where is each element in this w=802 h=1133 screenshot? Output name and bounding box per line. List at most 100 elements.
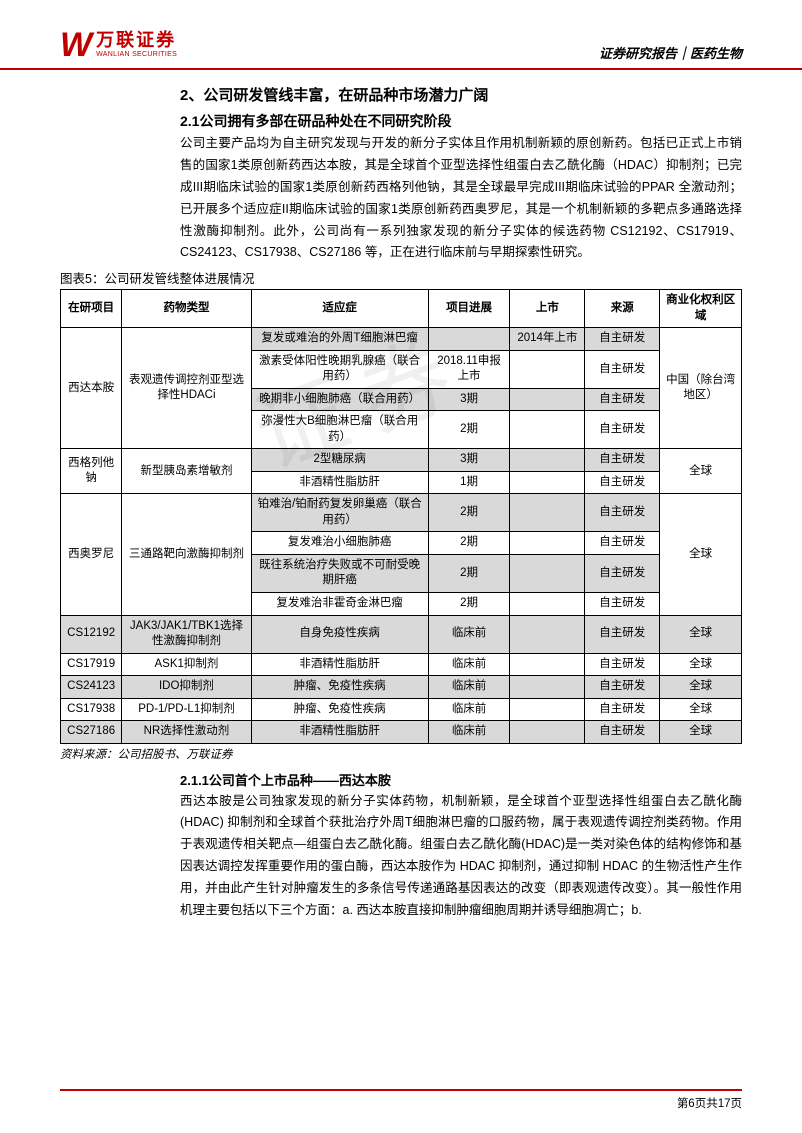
table-cell — [510, 653, 585, 676]
table-cell: 西达本胺 — [61, 328, 122, 449]
table-cell — [510, 721, 585, 744]
table-cell: CS17938 — [61, 698, 122, 721]
table-cell: CS17919 — [61, 653, 122, 676]
table-cell: 晚期非小细胞肺癌（联合用药） — [251, 388, 428, 411]
table-cell — [510, 532, 585, 555]
table-row: CS17938PD-1/PD-L1抑制剂肿瘤、免疫性疾病临床前自主研发全球 — [61, 698, 742, 721]
table-row: CS27186NR选择性激动剂非酒精性脂肪肝临床前自主研发全球 — [61, 721, 742, 744]
table-cell: 自主研发 — [585, 471, 660, 494]
section-heading-3: 2.1公司拥有多部在研品种处在不同研究阶段 — [180, 111, 742, 131]
table-cell: 西奥罗尼 — [61, 494, 122, 615]
table-header-cell: 在研项目 — [61, 290, 122, 328]
table-cell: 非酒精性脂肪肝 — [251, 471, 428, 494]
table-cell: 全球 — [660, 721, 742, 744]
table-cell — [510, 554, 585, 592]
table-cell: 自主研发 — [585, 494, 660, 532]
table-header-cell: 药物类型 — [122, 290, 251, 328]
table-cell: 自主研发 — [585, 615, 660, 653]
table-cell: 肿瘤、免疫性疾病 — [251, 676, 428, 699]
table-row: CS17919ASK1抑制剂非酒精性脂肪肝临床前自主研发全球 — [61, 653, 742, 676]
table-cell: 2期 — [428, 411, 510, 449]
table-cell: 西格列他钠 — [61, 449, 122, 494]
table-cell: 2014年上市 — [510, 328, 585, 351]
table-cell: 激素受体阳性晚期乳腺癌（联合用药） — [251, 350, 428, 388]
table-header-cell: 来源 — [585, 290, 660, 328]
table-cell: 临床前 — [428, 653, 510, 676]
table-cell — [510, 411, 585, 449]
table-cell — [510, 494, 585, 532]
section-heading-4: 2.1.1公司首个上市品种——西达本胺 — [180, 770, 742, 789]
table-cell: 全球 — [660, 449, 742, 494]
table-cell: 自身免疫性疾病 — [251, 615, 428, 653]
table-cell: 自主研发 — [585, 388, 660, 411]
table-cell: 2期 — [428, 494, 510, 532]
table-cell: 弥漫性大B细胞淋巴瘤（联合用药） — [251, 411, 428, 449]
table-cell — [510, 698, 585, 721]
table-cell: 铂难治/铂耐药复发卵巢癌（联合用药） — [251, 494, 428, 532]
table-header-cell: 商业化权利区域 — [660, 290, 742, 328]
table-cell: 全球 — [660, 494, 742, 615]
table-cell: 2型糖尿病 — [251, 449, 428, 472]
table-cell: 非酒精性脂肪肝 — [251, 653, 428, 676]
table-cell: 自主研发 — [585, 554, 660, 592]
table-cell: 自主研发 — [585, 350, 660, 388]
page-number: 第6页共17页 — [642, 1089, 742, 1111]
table-cell: 新型胰岛素增敏剂 — [122, 449, 251, 494]
logo: W 万联证券 WANLIAN SECURITIES — [60, 28, 177, 62]
table-cell — [428, 328, 510, 351]
table-row: 西格列他钠新型胰岛素增敏剂2型糖尿病3期自主研发全球 — [61, 449, 742, 472]
table-cell: 全球 — [660, 676, 742, 699]
pipeline-table: 在研项目药物类型适应症项目进展上市来源商业化权利区域 西达本胺表观遗传调控剂亚型… — [60, 289, 742, 743]
table-cell: 自主研发 — [585, 721, 660, 744]
table-cell — [510, 471, 585, 494]
table-cell — [510, 676, 585, 699]
table-cell: 中国（除台湾地区） — [660, 328, 742, 449]
table-cell: 全球 — [660, 698, 742, 721]
header-category: 证券研究报告｜医药生物 — [599, 43, 742, 62]
table-cell: 3期 — [428, 388, 510, 411]
table-cell: 自主研发 — [585, 592, 660, 615]
table-cell — [510, 449, 585, 472]
table-source: 资料来源：公司招股书、万联证券 — [0, 744, 802, 768]
subsection-paragraph: 西达本胺是公司独家发现的新分子实体药物，机制新颖，是全球首个亚型选择性组蛋白去乙… — [180, 791, 742, 922]
table-header-cell: 适应症 — [251, 290, 428, 328]
table-cell: 临床前 — [428, 698, 510, 721]
table-cell: 自主研发 — [585, 328, 660, 351]
table-cell: 临床前 — [428, 721, 510, 744]
table-cell — [510, 592, 585, 615]
table-cell: 自主研发 — [585, 532, 660, 555]
table-caption: 图表5：公司研发管线整体进展情况 — [0, 264, 802, 289]
table-cell: 1期 — [428, 471, 510, 494]
table-header-cell: 项目进展 — [428, 290, 510, 328]
table-cell: 临床前 — [428, 615, 510, 653]
table-row: 西达本胺表观遗传调控剂亚型选择性HDACi复发或难治的外周T细胞淋巴瘤2014年… — [61, 328, 742, 351]
table-cell: CS24123 — [61, 676, 122, 699]
table-cell: IDO抑制剂 — [122, 676, 251, 699]
footer-divider — [60, 1089, 742, 1091]
table-cell: 全球 — [660, 653, 742, 676]
section-paragraph-1: 公司主要产品均为自主研究发现与开发的新分子实体且作用机制新颖的原创新药。包括已正… — [180, 133, 742, 264]
table-cell — [510, 350, 585, 388]
table-cell: 自主研发 — [585, 676, 660, 699]
table-cell: 复发难治非霍奇金淋巴瘤 — [251, 592, 428, 615]
table-cell: 复发难治小细胞肺癌 — [251, 532, 428, 555]
logo-mark: W — [60, 28, 90, 62]
table-cell: 2018.11申报上市 — [428, 350, 510, 388]
table-cell — [510, 615, 585, 653]
table-cell: 2期 — [428, 532, 510, 555]
table-cell: 自主研发 — [585, 698, 660, 721]
table-cell — [510, 388, 585, 411]
table-cell: JAK3/JAK1/TBK1选择性激酶抑制剂 — [122, 615, 251, 653]
table-cell: CS12192 — [61, 615, 122, 653]
table-cell: 三通路靶向激酶抑制剂 — [122, 494, 251, 615]
table-cell: 3期 — [428, 449, 510, 472]
table-cell: 全球 — [660, 615, 742, 653]
page-header: W 万联证券 WANLIAN SECURITIES 证券研究报告｜医药生物 — [0, 0, 802, 70]
table-cell: NR选择性激动剂 — [122, 721, 251, 744]
table-cell: 2期 — [428, 554, 510, 592]
logo-cn: 万联证券 — [96, 31, 177, 51]
table-cell: 2期 — [428, 592, 510, 615]
table-cell: 临床前 — [428, 676, 510, 699]
table-cell: 既往系统治疗失败或不可耐受晚期肝癌 — [251, 554, 428, 592]
table-header-cell: 上市 — [510, 290, 585, 328]
